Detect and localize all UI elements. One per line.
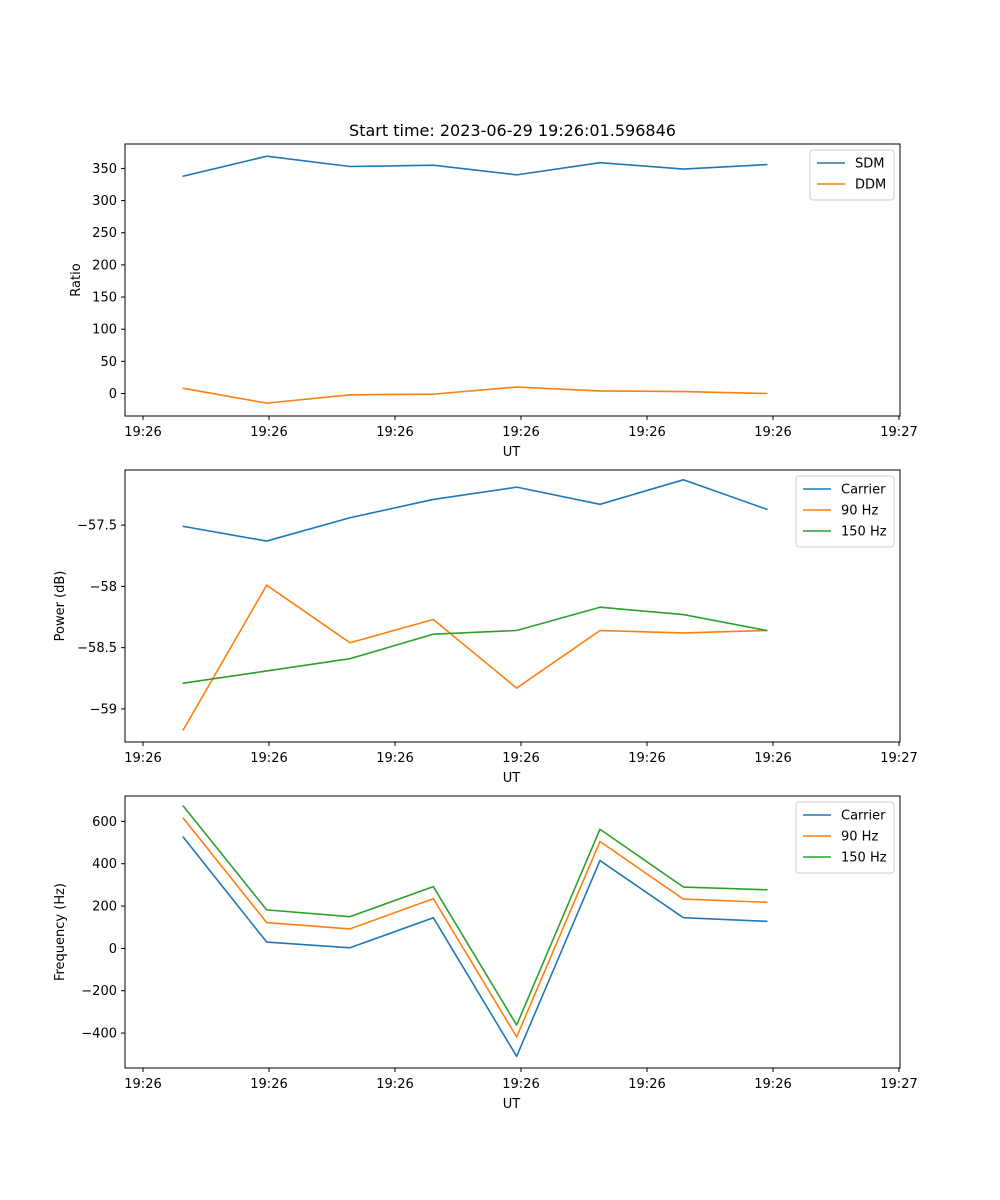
y-tick-label: 200 [92, 258, 117, 273]
x-tick-label: 19:26 [250, 425, 287, 440]
x-tick-label: 19:26 [124, 425, 161, 440]
y-tick-label: −57.5 [77, 519, 117, 534]
y-tick-label: −58.5 [77, 641, 117, 656]
y-axis-label: Power (dB) [53, 571, 68, 642]
series-line-90-hz [182, 584, 768, 731]
y-tick-label: −200 [81, 984, 117, 999]
legend-label: 150 Hz [841, 525, 887, 540]
x-tick-label: 19:26 [628, 425, 665, 440]
legend-label: DDM [855, 178, 886, 193]
x-tick-label: 19:26 [502, 1077, 539, 1092]
x-tick-label: 19:27 [880, 425, 917, 440]
chart-panel-1: Start time: 2023-06-29 19:26:01.596846 0 5… [69, 121, 918, 460]
y-tick-label: 0 [109, 387, 117, 402]
series-line-carrier [182, 478, 768, 542]
y-tick-label: 250 [92, 226, 117, 241]
plot-frame [124, 795, 901, 1069]
x-tick-label: 19:26 [628, 1077, 665, 1092]
y-tick-label: 100 [92, 323, 117, 338]
legend-label: 90 Hz [841, 504, 878, 519]
legend: Carrier 90 Hz 150 Hz [795, 801, 895, 874]
x-tick-label: 19:26 [376, 751, 413, 766]
chart-title: Start time: 2023-06-29 19:26:01.596846 [349, 121, 676, 140]
y-tick-label: −58 [90, 580, 117, 595]
x-axis-label: UT [503, 1097, 521, 1112]
series-line-150-hz [182, 805, 768, 1026]
y-tick-label: −400 [81, 1027, 117, 1042]
x-tick-label: 19:26 [250, 1077, 287, 1092]
series-line-ddm [182, 386, 768, 404]
x-tick-label: 19:26 [628, 751, 665, 766]
plot-frame [124, 143, 901, 417]
legend-label: SDM [855, 157, 884, 172]
chart-panel-3: −400 −200 0 200 400 600 19:26 19:26 19:26 19:26 19… [53, 795, 918, 1112]
legend-label: Carrier [841, 809, 886, 824]
series-line-90-hz [182, 817, 768, 1038]
chart-panel-2: −59 −58.5 −58 −57.5 19:26 19:26 19:26 19:26 19:2… [53, 469, 918, 786]
y-tick-label: 600 [92, 815, 117, 830]
x-tick-label: 19:27 [880, 1077, 917, 1092]
y-tick-label: 300 [92, 194, 117, 209]
y-tick-label: 400 [92, 857, 117, 872]
x-tick-label: 19:26 [754, 751, 791, 766]
y-tick-label: −59 [90, 702, 117, 717]
legend-box [795, 475, 895, 548]
x-axis-label: UT [503, 445, 521, 460]
legend-label: 90 Hz [841, 830, 878, 845]
x-tick-label: 19:26 [376, 425, 413, 440]
y-tick-label: 350 [92, 162, 117, 177]
series-line-sdm [182, 155, 768, 178]
legend-box [795, 801, 895, 874]
x-tick-label: 19:26 [124, 751, 161, 766]
x-axis-label: UT [503, 771, 521, 786]
x-tick-label: 19:26 [502, 425, 539, 440]
x-tick-label: 19:26 [754, 1077, 791, 1092]
x-tick-label: 19:26 [250, 751, 287, 766]
series-line-carrier [182, 836, 768, 1058]
y-axis-label: Frequency (Hz) [53, 883, 68, 981]
y-axis-label: Ratio [69, 263, 84, 296]
x-tick-label: 19:26 [754, 425, 791, 440]
series-line-150-hz [182, 606, 768, 685]
x-tick-label: 19:27 [880, 751, 917, 766]
legend: Carrier 90 Hz 150 Hz [795, 475, 895, 548]
x-tick-label: 19:26 [502, 751, 539, 766]
legend: SDM DDM [809, 149, 895, 201]
legend-label: 150 Hz [841, 851, 887, 866]
x-tick-label: 19:26 [124, 1077, 161, 1092]
legend-label: Carrier [841, 483, 886, 498]
plot-frame [124, 469, 901, 743]
y-tick-label: 150 [92, 291, 117, 306]
y-tick-label: 200 [92, 900, 117, 915]
y-tick-label: 0 [109, 942, 117, 957]
x-tick-label: 19:26 [376, 1077, 413, 1092]
y-tick-label: 50 [100, 355, 117, 370]
